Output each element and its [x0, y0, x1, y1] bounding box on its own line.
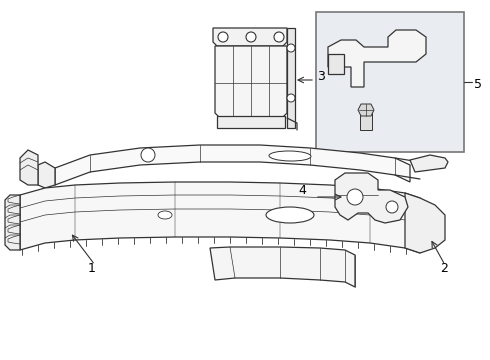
- Polygon shape: [358, 104, 374, 116]
- Polygon shape: [5, 195, 20, 250]
- Ellipse shape: [266, 207, 314, 223]
- Polygon shape: [210, 247, 355, 287]
- Polygon shape: [360, 112, 372, 130]
- Polygon shape: [38, 162, 55, 188]
- Polygon shape: [20, 150, 38, 185]
- Polygon shape: [328, 30, 426, 87]
- Text: 1: 1: [88, 262, 96, 275]
- Polygon shape: [328, 54, 344, 74]
- Circle shape: [287, 94, 295, 102]
- Circle shape: [246, 32, 256, 42]
- FancyBboxPatch shape: [316, 12, 464, 152]
- Circle shape: [274, 32, 284, 42]
- Text: 3: 3: [317, 70, 325, 83]
- Text: 4: 4: [298, 184, 306, 197]
- Polygon shape: [215, 46, 287, 119]
- Polygon shape: [410, 155, 448, 172]
- Text: 2: 2: [440, 262, 448, 275]
- Polygon shape: [335, 173, 408, 223]
- Polygon shape: [217, 116, 285, 128]
- Polygon shape: [20, 182, 420, 253]
- Text: 5: 5: [474, 77, 482, 90]
- Polygon shape: [287, 28, 295, 128]
- Polygon shape: [213, 28, 287, 46]
- Circle shape: [347, 189, 363, 205]
- Polygon shape: [405, 193, 445, 253]
- Ellipse shape: [158, 211, 172, 219]
- Polygon shape: [55, 145, 410, 185]
- Circle shape: [141, 148, 155, 162]
- Ellipse shape: [269, 151, 311, 161]
- Circle shape: [218, 32, 228, 42]
- Circle shape: [287, 44, 295, 52]
- Circle shape: [386, 201, 398, 213]
